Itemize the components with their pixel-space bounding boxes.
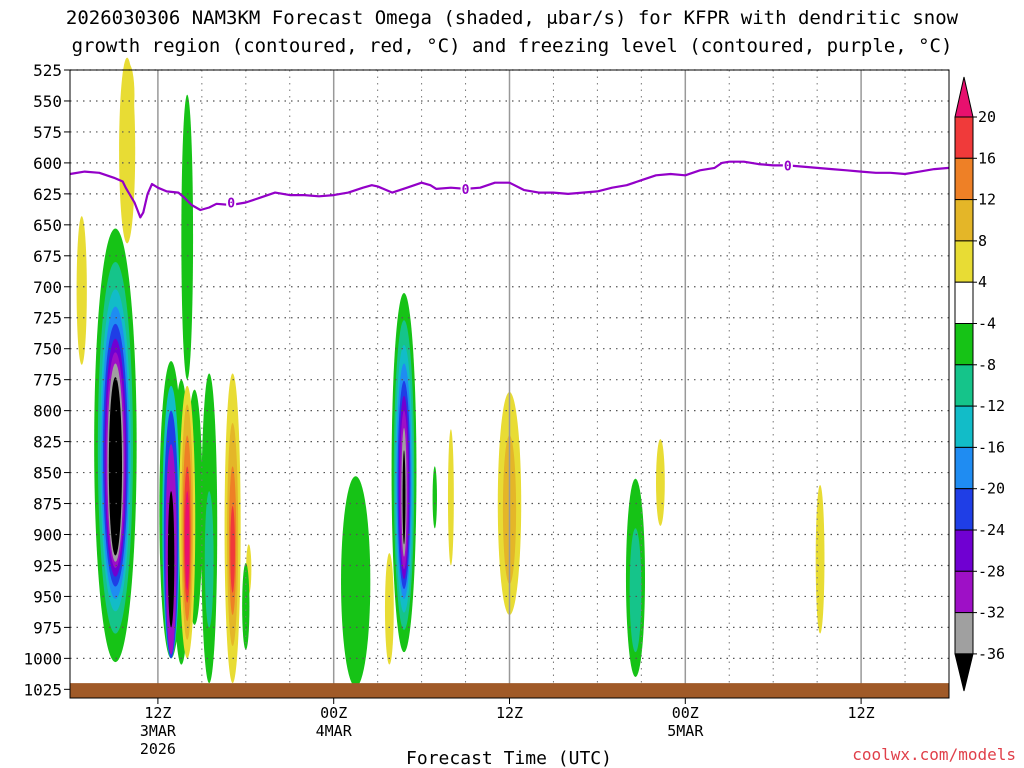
x-tick-date-label: 3MAR bbox=[140, 722, 177, 740]
grid-lines bbox=[70, 69, 949, 698]
freezing-label-background bbox=[782, 158, 793, 173]
colorbar-label: -28 bbox=[978, 562, 1005, 580]
x-tick-label: 12Z bbox=[144, 704, 171, 722]
y-tick-label: 950 bbox=[33, 587, 62, 606]
colorbar-legend: 20 16 12 8 4 -4 -8 -12 -16 -20 -24 -28 -32 -36 bbox=[954, 76, 1005, 692]
colorbar-label: -16 bbox=[978, 438, 1005, 456]
colorbar-segment bbox=[954, 364, 974, 407]
colorbar-label: 20 bbox=[978, 108, 996, 126]
y-tick-label: 975 bbox=[33, 618, 62, 637]
omega-area bbox=[629, 528, 642, 653]
y-tick-label: 625 bbox=[33, 185, 62, 204]
omega-area bbox=[230, 506, 235, 593]
colorbar-label: 12 bbox=[978, 191, 996, 209]
x-tick-label: 12Z bbox=[496, 704, 523, 722]
y-tick-label: 675 bbox=[33, 247, 62, 266]
freezing-label-background bbox=[226, 195, 237, 210]
colorbar-label: -36 bbox=[978, 645, 1005, 663]
y-tick-label: 775 bbox=[33, 371, 62, 390]
omega-area bbox=[185, 491, 190, 591]
colorbar-top-arrow bbox=[954, 76, 974, 118]
y-tick-label: 825 bbox=[33, 433, 62, 452]
credit-text: coolwx.com/models bbox=[852, 745, 1016, 764]
omega-area bbox=[341, 476, 371, 687]
y-tick-label: 850 bbox=[33, 464, 62, 483]
y-tick-label: 875 bbox=[33, 495, 62, 514]
colorbar-segment bbox=[954, 281, 974, 325]
ground-layer bbox=[70, 683, 949, 698]
y-tick-label: 550 bbox=[33, 92, 62, 111]
colorbar-segment bbox=[954, 405, 974, 448]
omega-area bbox=[167, 491, 175, 628]
y-tick-label: 1000 bbox=[23, 649, 62, 668]
omega-area bbox=[656, 439, 665, 526]
colorbar-segment bbox=[954, 323, 974, 366]
x-tick-label: 00Z bbox=[672, 704, 699, 722]
colorbar-label: -32 bbox=[978, 604, 1005, 622]
colorbar-segment bbox=[954, 612, 974, 655]
x-tick-date-label: 4MAR bbox=[316, 722, 353, 740]
y-tick-label: 600 bbox=[33, 154, 62, 173]
colorbar-segment bbox=[954, 199, 974, 242]
freezing-level-label: 0 bbox=[227, 197, 235, 212]
colorbar-label: -20 bbox=[978, 480, 1005, 498]
x-axis-label: Forecast Time (UTC) bbox=[406, 748, 612, 768]
colorbar-label: -24 bbox=[978, 521, 1005, 539]
x-tick-label: 12Z bbox=[848, 704, 875, 722]
y-tick-label: 575 bbox=[33, 123, 62, 142]
colorbar-label: 4 bbox=[978, 273, 987, 291]
plot-area: 0 0 0 bbox=[69, 57, 950, 699]
freezing-level-label: 0 bbox=[462, 183, 470, 198]
chart-title-line1: 2026030306 NAM3KM Forecast Omega (shaded… bbox=[66, 7, 959, 29]
colorbar-segment bbox=[954, 157, 974, 201]
y-tick-label: 725 bbox=[33, 309, 62, 328]
y-tick-label: 750 bbox=[33, 340, 62, 359]
ground-surface bbox=[70, 683, 949, 698]
colorbar-segment bbox=[954, 488, 974, 531]
omega-area bbox=[242, 562, 250, 650]
colorbar-label: -4 bbox=[978, 315, 996, 333]
y-tick-label: 925 bbox=[33, 556, 62, 575]
freezing-label-background bbox=[460, 181, 471, 196]
x-tick-year-label: 2026 bbox=[140, 740, 176, 758]
freezing-level-layer: 0 0 0 bbox=[69, 158, 950, 219]
omega-area bbox=[122, 63, 135, 126]
x-tick-label: 00Z bbox=[320, 704, 347, 722]
y-tick-label: 900 bbox=[33, 525, 62, 544]
y-axis: 525 550 575 600 625 650 675 700 725 750 775 800 825 8… bbox=[23, 61, 70, 699]
omega-area bbox=[204, 491, 214, 628]
colorbar-label: -12 bbox=[978, 397, 1005, 415]
colorbar-label: 16 bbox=[978, 149, 996, 167]
omega-area bbox=[76, 216, 87, 365]
omega-area bbox=[108, 377, 123, 556]
freezing-level-label: 0 bbox=[784, 159, 792, 174]
y-tick-label: 1025 bbox=[23, 680, 62, 699]
colorbar-segment bbox=[954, 570, 974, 614]
freezing-level-line bbox=[69, 160, 950, 219]
omega-area bbox=[815, 484, 825, 634]
colorbar-segment bbox=[954, 529, 974, 572]
y-tick-label: 525 bbox=[33, 61, 62, 80]
omega-area bbox=[402, 450, 406, 545]
colorbar-bottom-arrow bbox=[954, 653, 974, 692]
omega-area bbox=[447, 429, 454, 566]
colorbar-label: 8 bbox=[978, 232, 987, 250]
colorbar-segment bbox=[954, 116, 974, 159]
chart-title-line2: growth region (contoured, red, °C) and f… bbox=[72, 35, 953, 57]
colorbar-segment bbox=[954, 240, 974, 283]
y-tick-label: 700 bbox=[33, 278, 62, 297]
colorbar-segment bbox=[954, 446, 974, 490]
omega-area bbox=[384, 553, 394, 665]
omega-area bbox=[181, 94, 194, 380]
colorbar-label: -8 bbox=[978, 356, 996, 374]
y-tick-label: 800 bbox=[33, 402, 62, 421]
y-tick-label: 650 bbox=[33, 216, 62, 235]
x-tick-date-label: 5MAR bbox=[667, 722, 704, 740]
omega-area bbox=[432, 466, 437, 529]
